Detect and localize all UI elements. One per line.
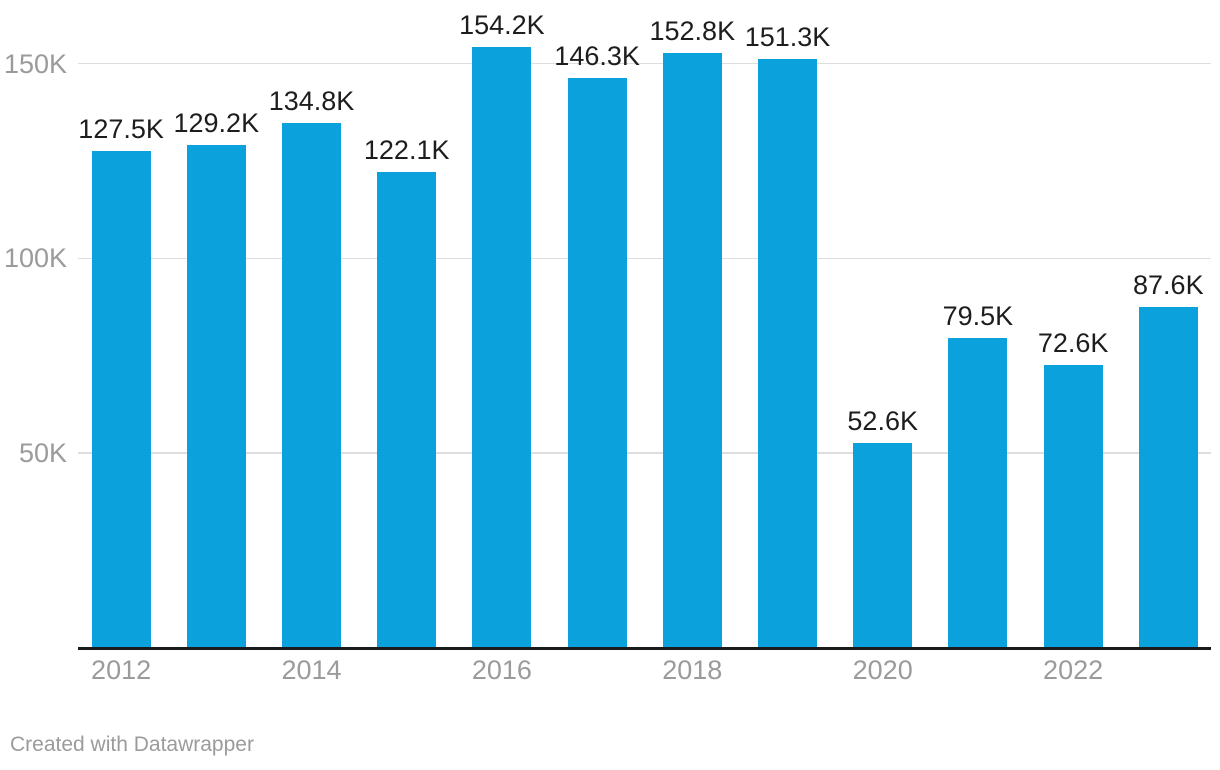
bar-value-label: 52.6K: [847, 406, 918, 437]
bar-2014: [282, 122, 341, 648]
bar-value-label: 151.3K: [744, 21, 831, 52]
bar-value-label: 87.6K: [1133, 269, 1204, 300]
bar-2023: [1138, 306, 1198, 648]
bar-2013: [186, 144, 246, 648]
bar-value-label: 152.8K: [649, 15, 736, 46]
bar-value-label: 72.6K: [1037, 328, 1109, 359]
y-gridline: [78, 257, 1211, 260]
bar-value-label: 129.2K: [173, 107, 260, 138]
bar-value-label: 154.2K: [459, 10, 545, 41]
x-axis-line: [78, 646, 1211, 650]
bar-value-label: 79.5K: [942, 301, 1014, 332]
x-axis-tick-label: 2018: [662, 655, 723, 685]
x-axis-tick-label: 2022: [1043, 655, 1104, 685]
bar-value-label: 122.1K: [363, 135, 450, 166]
bar-value-label: 146.3K: [554, 41, 640, 71]
bar-2015: [377, 172, 437, 648]
x-axis-tick-label: 2020: [852, 655, 913, 685]
datawrapper-credit-link[interactable]: Created with Datawrapper: [10, 733, 254, 756]
bar-2020: [853, 443, 913, 648]
bar-value-label: 127.5K: [78, 114, 164, 145]
bar-2017: [567, 78, 627, 648]
x-axis-tick-label: 2012: [91, 655, 152, 685]
y-gridline: [78, 452, 1211, 454]
bar-2021: [948, 338, 1008, 648]
y-axis-tick-label: 50K: [18, 438, 67, 469]
bar-2018: [662, 52, 722, 648]
y-gridline: [78, 62, 1211, 65]
bar-2016: [472, 47, 532, 648]
x-axis-tick-label: 2014: [281, 655, 342, 685]
y-axis-tick-label: 100K: [3, 243, 67, 274]
bar-2012: [91, 151, 151, 648]
bar-2022: [1043, 365, 1103, 648]
bar-value-label: 134.8K: [268, 85, 355, 116]
y-axis-tick-label: 150K: [3, 48, 67, 79]
x-axis-tick-label: 2016: [471, 655, 532, 685]
bar-2019: [758, 58, 817, 648]
